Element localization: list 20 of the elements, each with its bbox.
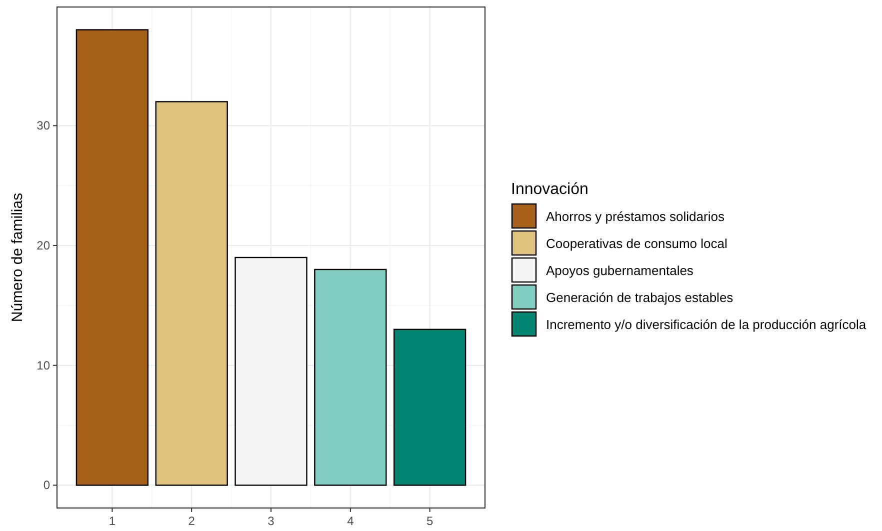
bar	[155, 101, 228, 486]
x-tick-label: 3	[268, 514, 275, 528]
legend-label: Ahorros y préstamos solidarios	[546, 209, 725, 224]
y-tick-label: 30	[36, 118, 50, 133]
legend-title: Innovación	[511, 181, 588, 198]
y-axis-title: Número de familias	[9, 192, 26, 322]
x-tick-label: 2	[188, 514, 196, 528]
legend-label: Generación de trabajos estables	[546, 290, 734, 305]
legend-label: Incremento y/o diversificación de la producción agrícola	[546, 317, 867, 332]
legend-label: Apoyos gubernamentales	[546, 263, 694, 278]
y-tick-label: 20	[36, 238, 50, 253]
y-tick-label: 0	[43, 478, 50, 492]
y-tick-label: 10	[36, 358, 50, 372]
bar	[314, 268, 387, 486]
x-tick-label: 1	[108, 514, 116, 528]
x-tick-label: 5	[426, 514, 434, 528]
bar	[76, 29, 149, 486]
bar	[393, 328, 466, 486]
legend-label: Cooperativas de consumo local	[546, 236, 728, 251]
x-tick-label: 4	[347, 514, 354, 528]
